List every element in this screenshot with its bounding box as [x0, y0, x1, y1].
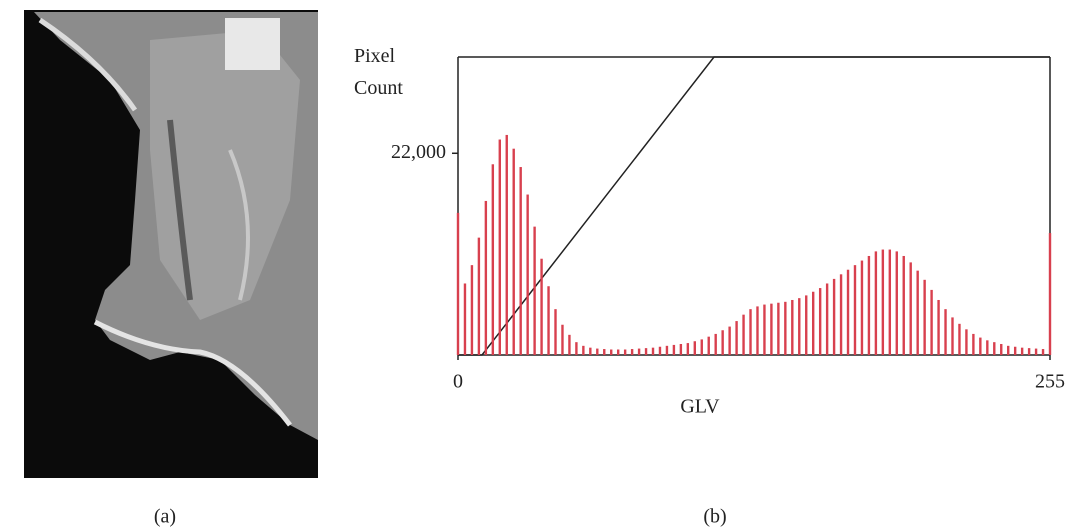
- bar: [616, 349, 620, 355]
- bar: [456, 212, 460, 355]
- bar: [1027, 348, 1031, 355]
- bar: [721, 330, 724, 355]
- bar: [644, 348, 648, 355]
- bar: [979, 337, 982, 355]
- bar: [965, 329, 968, 355]
- bar: [923, 279, 926, 355]
- stretch-function: [458, 56, 1050, 356]
- bar: [1034, 348, 1038, 355]
- bar: [770, 303, 773, 355]
- y-tick-label: 22,000: [391, 141, 446, 163]
- bar: [547, 286, 550, 355]
- bar: [512, 148, 515, 355]
- bar: [665, 345, 669, 355]
- bar: [798, 298, 801, 355]
- bar: [839, 274, 843, 355]
- bar: [728, 326, 731, 355]
- x-tick-label: 255: [1035, 371, 1065, 393]
- bar: [630, 349, 634, 355]
- bar: [526, 194, 529, 355]
- bar: [596, 348, 599, 355]
- bar: [658, 346, 662, 355]
- bar: [784, 301, 787, 355]
- bar: [832, 278, 836, 355]
- bar: [582, 345, 585, 355]
- bar: [916, 270, 919, 355]
- bar: [672, 344, 676, 355]
- bar: [1007, 345, 1010, 355]
- bar: [825, 283, 829, 355]
- bar: [1048, 233, 1052, 355]
- bar: [735, 321, 738, 355]
- bar: [693, 341, 696, 355]
- bar: [1000, 343, 1003, 355]
- y-axis-label: Pixel Count: [354, 45, 403, 99]
- bar: [498, 139, 501, 355]
- x-axis-label: GLV: [680, 396, 720, 418]
- bar: [603, 349, 606, 355]
- bar: [930, 289, 933, 355]
- bar: [902, 255, 905, 355]
- bar: [707, 336, 710, 355]
- bar: [589, 347, 592, 355]
- caption: (a): [154, 506, 176, 528]
- bar: [505, 134, 508, 355]
- bar: [463, 283, 467, 355]
- bar: [679, 343, 683, 355]
- bar: [874, 251, 878, 355]
- bar: [568, 334, 571, 355]
- bar: [986, 340, 989, 355]
- bar: [749, 309, 752, 355]
- bar: [623, 349, 627, 355]
- bar: [554, 309, 557, 355]
- bar: [1041, 349, 1045, 355]
- bar: [972, 333, 975, 355]
- bar: [700, 339, 703, 355]
- bar: [937, 299, 940, 355]
- bar: [812, 291, 815, 355]
- bar: [686, 343, 690, 355]
- caption: (b): [703, 506, 726, 528]
- bar: [791, 299, 794, 355]
- bar: [853, 265, 857, 355]
- bar: [895, 251, 898, 355]
- bar: [1020, 347, 1024, 355]
- bar: [470, 265, 474, 355]
- satellite-image: [24, 10, 318, 478]
- bar: [860, 260, 864, 355]
- bar: [610, 349, 613, 355]
- bar: [1013, 346, 1017, 355]
- bar: [491, 164, 495, 355]
- bar: [805, 295, 808, 355]
- bar: [533, 226, 536, 355]
- bar: [477, 237, 481, 355]
- bar: [575, 342, 578, 355]
- bar: [519, 167, 522, 355]
- bar: [777, 302, 780, 355]
- bar: [540, 258, 543, 355]
- bar: [909, 262, 912, 355]
- bar: [881, 249, 885, 355]
- bar: [714, 333, 717, 355]
- bar: [742, 314, 745, 355]
- bar: [888, 249, 892, 355]
- bar: [993, 342, 996, 355]
- bar: [846, 269, 850, 355]
- bar: [756, 306, 759, 355]
- bar: [958, 323, 961, 355]
- bar: [944, 309, 947, 355]
- bar: [561, 324, 564, 355]
- bar: [951, 317, 954, 355]
- bar: [763, 304, 766, 355]
- bar: [651, 347, 655, 355]
- bar: [867, 255, 871, 355]
- bar: [818, 288, 822, 355]
- bar: [637, 348, 641, 355]
- bar: [484, 200, 488, 355]
- x-tick-label: 0: [453, 371, 463, 393]
